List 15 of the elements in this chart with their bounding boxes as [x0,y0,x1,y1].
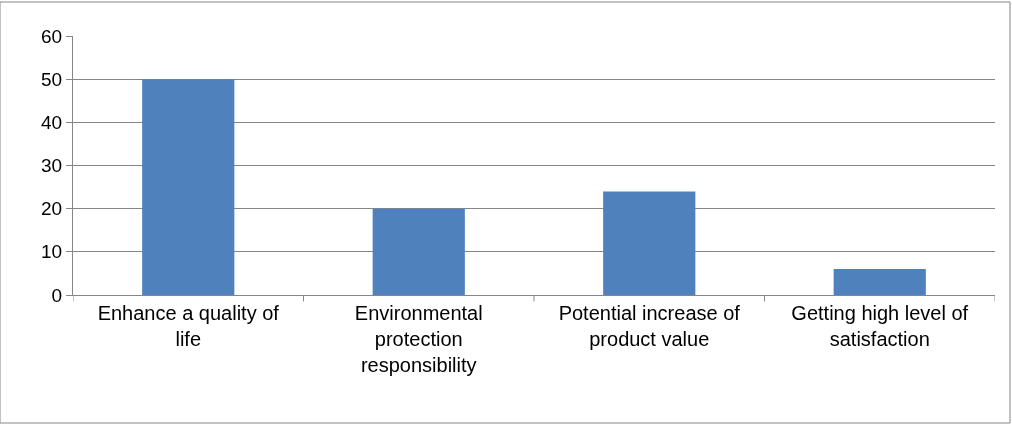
y-tick-label: 60 [41,25,63,47]
x-tick-label: Getting high level of satisfaction [791,302,969,350]
bar [833,269,926,295]
bar [142,79,235,295]
bar [372,208,465,295]
bar [603,191,696,295]
x-tick-label: Potential increase of product value [558,302,741,350]
y-tick-label: 40 [41,111,63,133]
x-tick-label: Enhance a quality of life [97,302,280,350]
x-tick-label: Environmental protection responsibility [354,302,483,376]
y-tick-label: 10 [41,241,63,263]
y-tick-label: 20 [41,198,63,220]
y-tick-label: 30 [41,155,63,177]
y-tick-label: 50 [41,68,63,90]
y-tick-label: 0 [51,284,63,306]
